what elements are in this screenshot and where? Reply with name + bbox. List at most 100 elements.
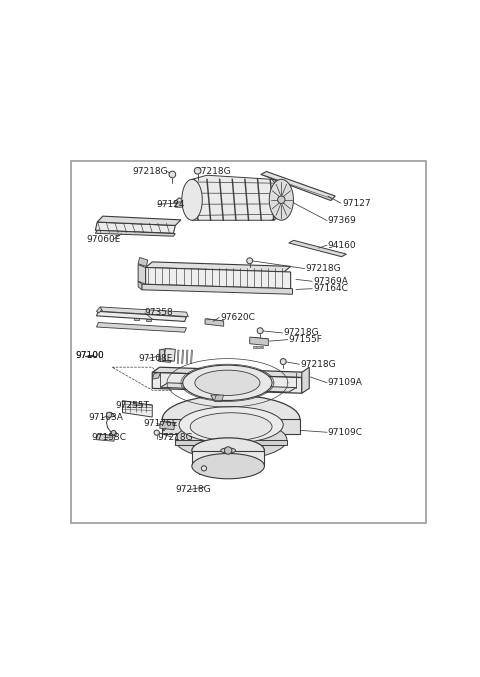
Polygon shape (145, 319, 151, 321)
Polygon shape (96, 222, 175, 234)
Polygon shape (177, 350, 179, 364)
Polygon shape (138, 265, 145, 284)
Polygon shape (160, 383, 296, 392)
Polygon shape (175, 440, 287, 445)
Polygon shape (289, 240, 347, 257)
Text: 97155F: 97155F (289, 335, 323, 344)
Text: 97369A: 97369A (313, 277, 348, 286)
Polygon shape (96, 434, 115, 441)
Ellipse shape (192, 454, 264, 479)
Ellipse shape (154, 430, 159, 435)
Polygon shape (164, 349, 175, 362)
Ellipse shape (277, 196, 285, 204)
Text: 97153C: 97153C (92, 433, 127, 442)
Polygon shape (302, 367, 309, 393)
Polygon shape (211, 395, 222, 401)
Polygon shape (205, 319, 224, 324)
Ellipse shape (175, 420, 287, 459)
Polygon shape (192, 450, 264, 466)
Polygon shape (152, 372, 160, 379)
Text: 97100: 97100 (75, 351, 104, 360)
Ellipse shape (195, 370, 260, 395)
Text: 97218G: 97218G (196, 167, 231, 176)
Ellipse shape (247, 258, 252, 264)
Polygon shape (173, 198, 188, 205)
Polygon shape (253, 345, 256, 348)
Polygon shape (122, 401, 152, 417)
Text: 97218G: 97218G (300, 359, 336, 369)
Text: 97218G: 97218G (132, 167, 168, 176)
Text: 97218G: 97218G (283, 328, 319, 337)
Text: 97124: 97124 (156, 200, 185, 209)
Polygon shape (96, 230, 175, 236)
Polygon shape (110, 432, 117, 437)
Polygon shape (250, 337, 268, 345)
Text: 97100: 97100 (75, 351, 104, 360)
Text: 97255T: 97255T (115, 401, 149, 410)
Polygon shape (250, 337, 268, 343)
Text: 97108E: 97108E (138, 354, 172, 363)
Polygon shape (107, 412, 115, 417)
Text: 97218G: 97218G (157, 433, 193, 441)
Polygon shape (261, 345, 264, 348)
Text: 97109C: 97109C (328, 428, 363, 437)
Polygon shape (142, 284, 292, 294)
Ellipse shape (225, 447, 232, 454)
Polygon shape (145, 262, 290, 272)
Ellipse shape (262, 179, 282, 220)
Polygon shape (122, 403, 152, 410)
Polygon shape (186, 350, 188, 364)
Ellipse shape (162, 395, 300, 443)
Polygon shape (160, 349, 165, 362)
Text: 97109A: 97109A (328, 378, 363, 387)
Text: 97218G: 97218G (305, 264, 341, 273)
Text: 97358: 97358 (145, 308, 174, 318)
Ellipse shape (179, 407, 283, 443)
Polygon shape (96, 307, 103, 313)
Ellipse shape (183, 365, 272, 401)
Polygon shape (205, 319, 224, 326)
Ellipse shape (221, 448, 236, 453)
Text: 97945: 97945 (198, 468, 226, 477)
Polygon shape (163, 428, 166, 431)
Polygon shape (160, 422, 175, 430)
Polygon shape (160, 422, 175, 427)
Text: 97218G: 97218G (175, 485, 211, 494)
Text: 97103A: 97103A (88, 413, 123, 422)
Polygon shape (261, 171, 335, 200)
Polygon shape (96, 322, 186, 332)
Polygon shape (162, 419, 300, 434)
Polygon shape (257, 345, 260, 348)
Text: 97369: 97369 (328, 216, 357, 225)
Text: 97176E: 97176E (143, 419, 177, 429)
Ellipse shape (107, 412, 112, 418)
Ellipse shape (194, 167, 201, 174)
Text: 97620C: 97620C (220, 313, 255, 322)
Text: 94160: 94160 (328, 240, 357, 250)
Ellipse shape (111, 431, 116, 435)
Polygon shape (215, 395, 224, 401)
Polygon shape (191, 350, 192, 364)
Text: 97127: 97127 (343, 198, 372, 208)
Polygon shape (96, 434, 116, 439)
Polygon shape (138, 281, 142, 290)
Polygon shape (134, 318, 139, 320)
Polygon shape (152, 367, 309, 378)
Polygon shape (181, 350, 183, 364)
Polygon shape (138, 257, 148, 266)
Ellipse shape (280, 359, 286, 365)
Ellipse shape (257, 328, 263, 334)
Polygon shape (158, 350, 172, 362)
Ellipse shape (190, 413, 272, 441)
Ellipse shape (202, 466, 206, 471)
Polygon shape (97, 216, 181, 225)
Ellipse shape (169, 171, 176, 178)
Polygon shape (145, 267, 290, 288)
Polygon shape (100, 307, 188, 317)
Ellipse shape (182, 179, 202, 220)
Ellipse shape (192, 438, 264, 463)
Text: 97164C: 97164C (313, 284, 348, 293)
Text: 97060E: 97060E (87, 235, 121, 244)
Polygon shape (96, 311, 186, 322)
Polygon shape (175, 202, 185, 207)
